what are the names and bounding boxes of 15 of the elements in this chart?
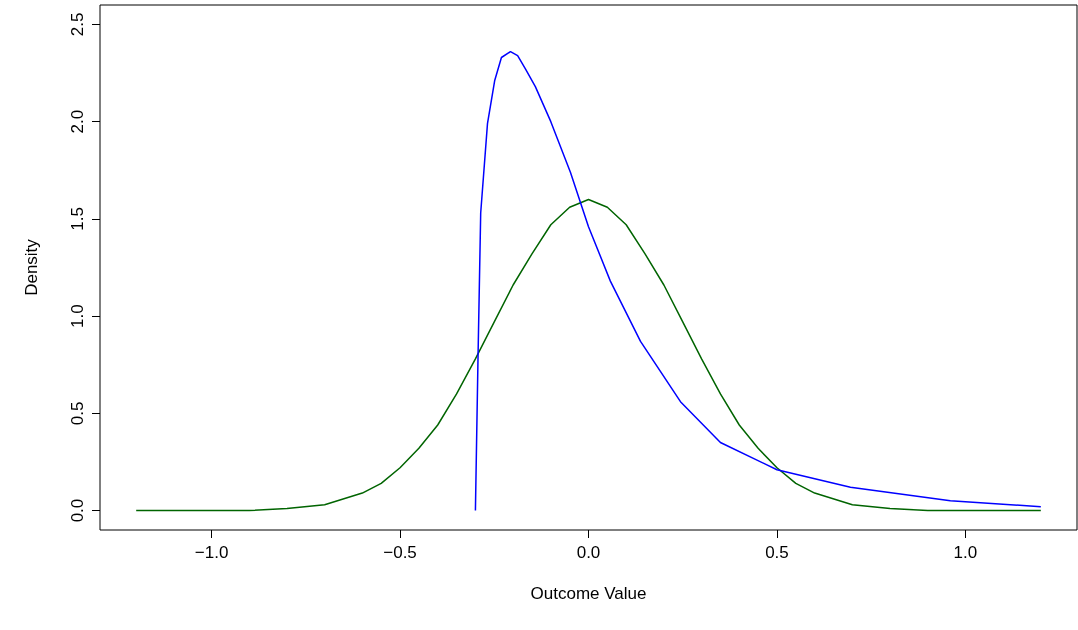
y-tick-label: 2.0 bbox=[68, 109, 87, 134]
y-tick-label: 1.0 bbox=[68, 304, 87, 328]
y-axis-title: Density bbox=[22, 238, 41, 296]
line-series bbox=[474, 50, 1042, 512]
x-tick-label: 0.5 bbox=[765, 543, 789, 562]
x-tick-label: −0.5 bbox=[383, 543, 417, 562]
x-tick-label: 1.0 bbox=[953, 543, 978, 562]
x-tick-label: −1.0 bbox=[194, 543, 229, 562]
y-tick-label: 0.5 bbox=[68, 401, 87, 426]
x-axis-title: Outcome Value bbox=[530, 584, 647, 603]
y-tick-label: 0.0 bbox=[68, 498, 87, 523]
line-series bbox=[135, 198, 1042, 512]
x-tick-label: 0.0 bbox=[576, 543, 601, 562]
y-tick-label: 2.5 bbox=[68, 12, 87, 37]
y-tick-label: 1.5 bbox=[68, 207, 87, 231]
